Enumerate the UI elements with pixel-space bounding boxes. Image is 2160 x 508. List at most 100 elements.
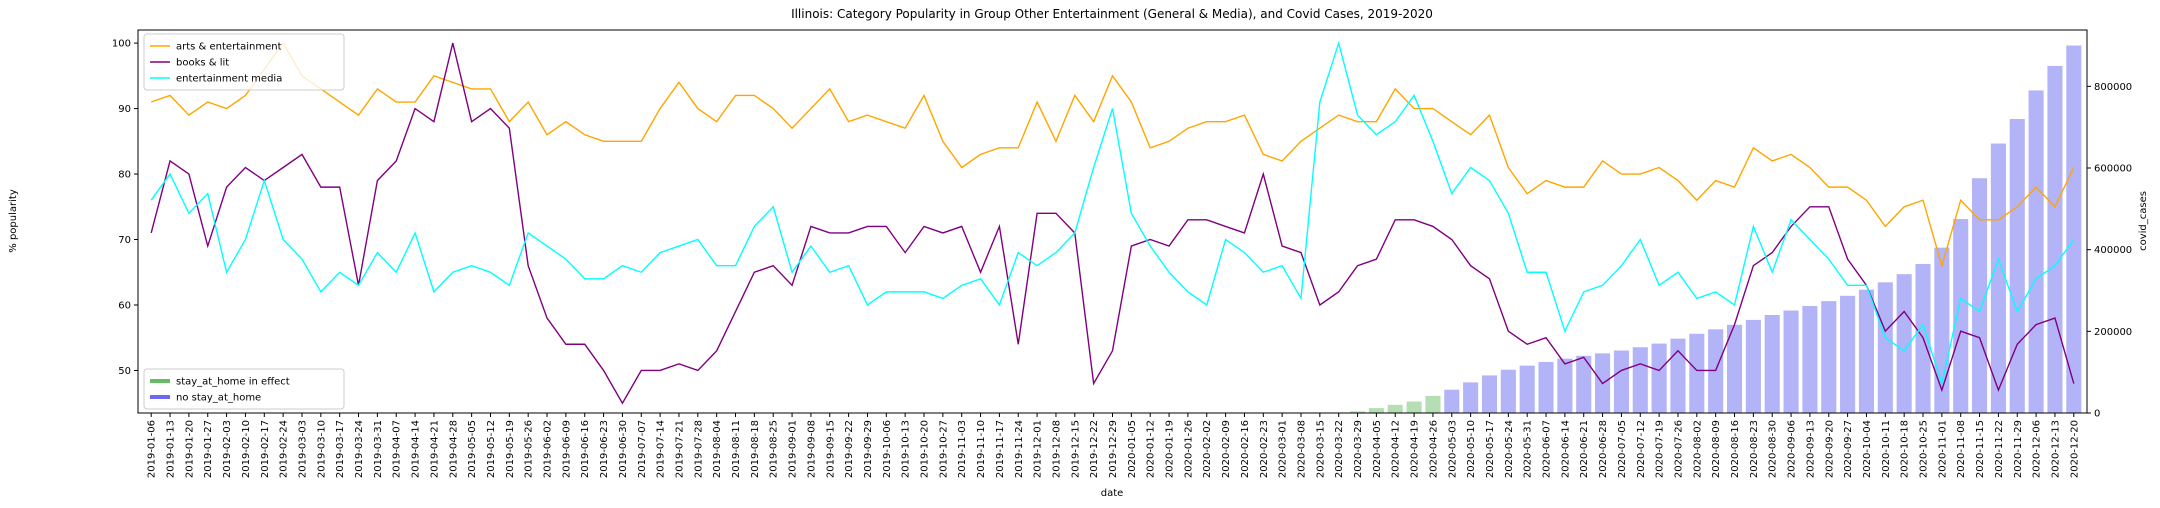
y-tick-label: 100 xyxy=(112,39,131,50)
y-tick-label: 60 xyxy=(118,300,131,311)
x-tick-label: 2019-10-13 xyxy=(901,420,912,478)
x-tick-label: 2019-07-21 xyxy=(674,420,685,478)
x-tick-label: 2020-04-12 xyxy=(1391,420,1402,478)
x-tick-label: 2019-01-13 xyxy=(166,420,177,478)
x-tick-label: 2020-01-26 xyxy=(1183,420,1194,478)
x-tick-label: 2020-10-04 xyxy=(1862,420,1873,478)
x-tick-label: 2019-04-28 xyxy=(448,420,459,478)
x-tick-label: 2020-01-19 xyxy=(1165,420,1176,478)
x-tick-label: 2020-02-16 xyxy=(1240,420,1251,478)
x-tick-label: 2019-06-16 xyxy=(580,420,591,478)
y2-tick-label: 400000 xyxy=(2094,245,2132,256)
x-tick-label: 2019-06-09 xyxy=(561,420,572,478)
x-tick-label: 2019-11-10 xyxy=(976,420,987,478)
y2-axis-label: covid_cases xyxy=(2138,191,2149,251)
x-tick-label: 2020-12-06 xyxy=(2032,420,2043,478)
x-tick-label: 2020-02-02 xyxy=(1202,420,1213,478)
x-tick-label: 2020-06-07 xyxy=(1542,420,1553,478)
x-tick-label: 2019-08-18 xyxy=(750,420,761,478)
x-tick-label: 2019-05-19 xyxy=(505,420,516,478)
x-tick-label: 2019-03-24 xyxy=(354,420,365,478)
bar xyxy=(1501,370,1516,413)
x-tick-label: 2020-03-29 xyxy=(1353,420,1364,478)
x-tick-label: 2019-12-22 xyxy=(1089,420,1100,478)
bar xyxy=(1802,306,1817,413)
x-tick-label: 2020-03-08 xyxy=(1296,420,1307,478)
x-tick-label: 2020-09-06 xyxy=(1787,420,1798,478)
bar xyxy=(1482,375,1497,413)
bar xyxy=(2029,90,2044,413)
x-tick-label: 2020-09-13 xyxy=(1805,420,1816,478)
x-tick-label: 2019-08-11 xyxy=(731,420,742,478)
x-tick-label: 2020-01-05 xyxy=(1127,420,1138,478)
bar xyxy=(1821,301,1836,413)
y-tick-label: 50 xyxy=(118,366,131,377)
x-tick-label: 2019-02-10 xyxy=(241,420,252,478)
x-tick-label: 2020-08-30 xyxy=(1768,420,1779,478)
x-axis-label: date xyxy=(1101,488,1124,499)
x-tick-label: 2020-04-26 xyxy=(1428,420,1439,478)
bar xyxy=(1878,282,1893,413)
x-tick-label: 2019-09-08 xyxy=(806,420,817,478)
y-tick-label: 80 xyxy=(118,170,131,181)
x-tick-label: 2019-03-31 xyxy=(373,420,384,478)
x-tick-label: 2020-11-22 xyxy=(1994,420,2005,478)
x-tick-label: 2019-02-24 xyxy=(279,420,290,478)
x-tick-label: 2020-06-14 xyxy=(1560,420,1571,478)
bar xyxy=(1746,320,1761,413)
x-tick-label: 2020-12-13 xyxy=(2050,420,2061,478)
x-tick-label: 2019-12-29 xyxy=(1108,420,1119,478)
x-tick-label: 2019-09-01 xyxy=(788,420,799,478)
x-tick-label: 2020-10-18 xyxy=(1900,420,1911,478)
chart-title: Illinois: Category Popularity in Group O… xyxy=(791,7,1433,21)
bar xyxy=(1444,390,1459,413)
x-tick-label: 2020-06-21 xyxy=(1579,420,1590,478)
x-tick-label: 2020-01-12 xyxy=(1146,420,1157,478)
x-tick-label: 2020-05-10 xyxy=(1466,420,1477,478)
x-tick-label: 2019-09-29 xyxy=(863,420,874,478)
x-tick-label: 2020-02-09 xyxy=(1221,420,1232,478)
x-tick-label: 2020-07-19 xyxy=(1655,420,1666,478)
y-tick-label: 90 xyxy=(118,104,131,115)
x-tick-label: 2019-05-26 xyxy=(524,420,535,478)
x-tick-label: 2019-05-05 xyxy=(467,420,478,478)
x-tick-label: 2020-08-02 xyxy=(1692,420,1703,478)
x-tick-label: 2019-03-03 xyxy=(297,420,308,478)
x-tick-label: 2019-04-14 xyxy=(411,420,422,478)
x-tick-label: 2019-12-08 xyxy=(1051,420,1062,478)
x-tick-label: 2020-07-05 xyxy=(1617,420,1628,478)
x-tick-label: 2019-07-14 xyxy=(656,420,667,478)
x-tick-label: 2020-03-15 xyxy=(1315,420,1326,478)
x-tick-label: 2020-03-22 xyxy=(1334,420,1345,478)
x-tick-label: 2020-05-31 xyxy=(1523,420,1534,478)
x-tick-label: 2020-11-29 xyxy=(2013,420,2024,478)
x-tick-label: 2019-06-02 xyxy=(543,420,554,478)
x-tick-label: 2019-01-27 xyxy=(203,420,214,478)
x-tick-label: 2019-06-23 xyxy=(599,420,610,478)
bar xyxy=(2066,46,2081,413)
x-tick-label: 2019-03-10 xyxy=(316,420,327,478)
bar xyxy=(1708,329,1723,413)
bar xyxy=(1633,347,1648,413)
x-tick-label: 2020-05-03 xyxy=(1447,420,1458,478)
bar xyxy=(1859,290,1874,413)
x-tick-label: 2019-10-06 xyxy=(882,420,893,478)
x-tick-label: 2019-10-27 xyxy=(938,420,949,478)
x-tick-label: 2020-10-11 xyxy=(1881,420,1892,478)
x-tick-label: 2019-03-17 xyxy=(335,420,346,478)
x-tick-label: 2020-09-20 xyxy=(1824,420,1835,478)
bar xyxy=(1614,351,1629,413)
x-tick-label: 2019-11-24 xyxy=(1014,420,1025,478)
legend-label: books & lit xyxy=(176,58,229,69)
bar xyxy=(1840,296,1855,413)
x-tick-label: 2020-11-08 xyxy=(1956,420,1967,478)
x-tick-label: 2019-01-06 xyxy=(147,420,158,478)
y-tick-label: 70 xyxy=(118,235,131,246)
x-tick-label: 2019-12-01 xyxy=(1033,420,1044,478)
y2-tick-label: 200000 xyxy=(2094,327,2132,338)
bar xyxy=(1765,315,1780,413)
x-tick-label: 2019-09-15 xyxy=(825,420,836,478)
bar xyxy=(1652,344,1667,413)
